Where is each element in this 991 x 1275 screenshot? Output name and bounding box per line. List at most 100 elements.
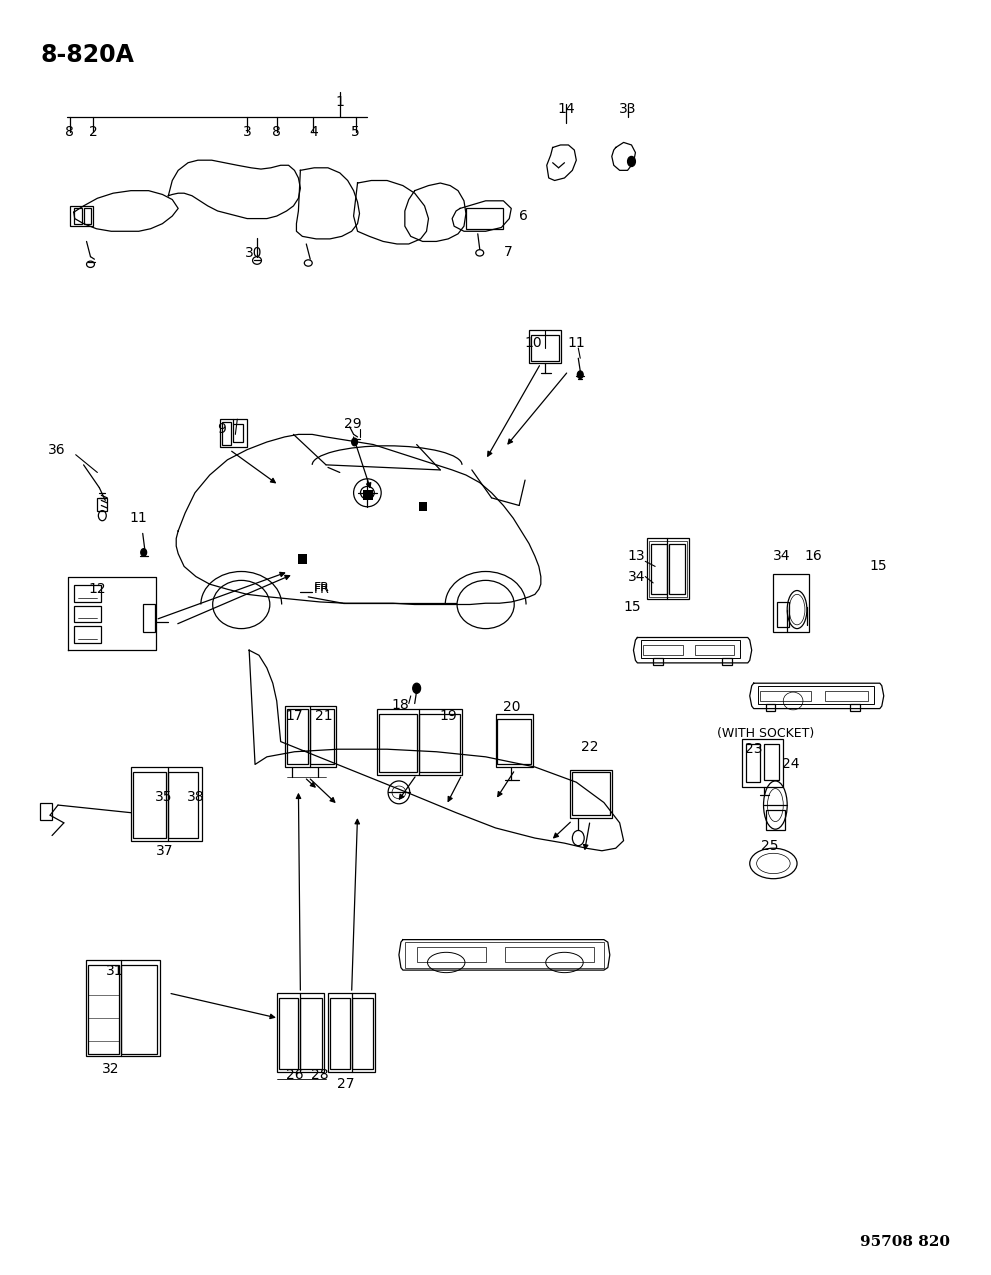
Bar bbox=[85, 960, 161, 1057]
Bar bbox=[647, 538, 689, 599]
Text: 23: 23 bbox=[745, 742, 762, 756]
Bar bbox=[695, 645, 734, 655]
Bar bbox=[669, 543, 685, 594]
Bar bbox=[233, 425, 243, 442]
Bar bbox=[746, 745, 759, 783]
Text: (WITH SOCKET): (WITH SOCKET) bbox=[716, 728, 815, 741]
Bar bbox=[73, 585, 101, 602]
Text: 11: 11 bbox=[568, 337, 585, 351]
Text: 34: 34 bbox=[627, 570, 645, 584]
Text: 15: 15 bbox=[623, 601, 641, 615]
Text: 3: 3 bbox=[243, 125, 252, 139]
Bar bbox=[121, 965, 157, 1054]
Bar bbox=[73, 606, 101, 622]
Text: 2: 2 bbox=[89, 125, 98, 139]
Bar bbox=[653, 658, 663, 666]
Bar bbox=[531, 335, 559, 361]
Text: 27: 27 bbox=[337, 1077, 355, 1091]
Bar bbox=[505, 947, 594, 963]
Bar bbox=[83, 208, 91, 223]
Bar bbox=[418, 501, 426, 510]
Bar bbox=[641, 640, 740, 658]
Bar bbox=[649, 541, 687, 597]
Text: 95708 820: 95708 820 bbox=[860, 1235, 950, 1250]
Text: 9: 9 bbox=[217, 422, 226, 436]
Text: 19: 19 bbox=[439, 709, 457, 723]
Text: 21: 21 bbox=[315, 709, 333, 723]
Text: 24: 24 bbox=[782, 757, 800, 771]
Bar bbox=[41, 802, 53, 820]
Text: FR: FR bbox=[314, 581, 330, 594]
Text: 22: 22 bbox=[582, 740, 599, 754]
Bar bbox=[220, 419, 247, 448]
Bar bbox=[742, 740, 783, 787]
Circle shape bbox=[141, 548, 147, 556]
Text: 1: 1 bbox=[335, 94, 344, 108]
Text: FR: FR bbox=[314, 583, 330, 595]
Bar bbox=[168, 773, 198, 838]
Bar bbox=[143, 604, 155, 632]
Bar bbox=[722, 658, 732, 666]
Text: 31: 31 bbox=[106, 964, 124, 978]
Text: 11: 11 bbox=[130, 511, 148, 525]
Bar bbox=[405, 942, 604, 968]
Bar bbox=[496, 714, 533, 768]
Bar bbox=[286, 709, 308, 765]
Bar bbox=[284, 706, 336, 768]
Text: 34: 34 bbox=[773, 550, 790, 564]
Text: 30: 30 bbox=[246, 246, 263, 260]
Bar bbox=[765, 704, 775, 711]
Text: 5: 5 bbox=[351, 125, 360, 139]
Text: 15: 15 bbox=[869, 560, 887, 574]
Bar bbox=[763, 745, 779, 780]
Text: 17: 17 bbox=[285, 709, 303, 723]
Bar bbox=[73, 626, 101, 643]
Bar bbox=[759, 691, 811, 701]
Bar bbox=[643, 645, 683, 655]
Text: 25: 25 bbox=[761, 839, 778, 853]
Bar bbox=[278, 998, 298, 1070]
Bar bbox=[466, 208, 503, 228]
Bar bbox=[825, 691, 868, 701]
Bar bbox=[773, 574, 809, 632]
Text: 10: 10 bbox=[524, 337, 542, 351]
Bar bbox=[758, 686, 874, 704]
Bar bbox=[328, 993, 376, 1072]
Bar bbox=[777, 602, 789, 627]
Text: 37: 37 bbox=[156, 844, 173, 858]
Bar bbox=[380, 714, 416, 773]
Text: 32: 32 bbox=[102, 1062, 120, 1076]
Text: 13: 13 bbox=[627, 550, 645, 564]
Bar bbox=[222, 422, 232, 445]
Text: 14: 14 bbox=[558, 102, 575, 116]
Text: 4: 4 bbox=[309, 125, 317, 139]
Bar bbox=[418, 714, 460, 773]
Text: 35: 35 bbox=[155, 790, 172, 805]
Text: 18: 18 bbox=[391, 697, 408, 711]
Text: 20: 20 bbox=[502, 700, 520, 714]
Bar bbox=[131, 768, 202, 840]
Text: 26: 26 bbox=[285, 1068, 303, 1082]
Bar bbox=[651, 543, 667, 594]
Circle shape bbox=[627, 157, 635, 167]
Text: 8: 8 bbox=[65, 125, 74, 139]
Circle shape bbox=[352, 439, 358, 446]
Bar bbox=[378, 709, 462, 775]
Bar bbox=[364, 491, 374, 500]
Text: 28: 28 bbox=[311, 1068, 329, 1082]
Bar bbox=[97, 497, 107, 510]
Text: 8: 8 bbox=[273, 125, 281, 139]
Text: 33: 33 bbox=[618, 102, 636, 116]
Bar bbox=[571, 770, 611, 817]
Bar bbox=[765, 810, 785, 830]
Bar bbox=[300, 998, 322, 1070]
Bar bbox=[298, 553, 307, 564]
Bar bbox=[573, 773, 609, 815]
Text: 6: 6 bbox=[519, 209, 528, 223]
Text: 8-820A: 8-820A bbox=[41, 43, 134, 68]
Text: 12: 12 bbox=[88, 583, 106, 597]
Bar bbox=[69, 205, 93, 226]
Circle shape bbox=[412, 683, 420, 694]
Text: 36: 36 bbox=[49, 442, 65, 456]
Bar bbox=[133, 773, 166, 838]
